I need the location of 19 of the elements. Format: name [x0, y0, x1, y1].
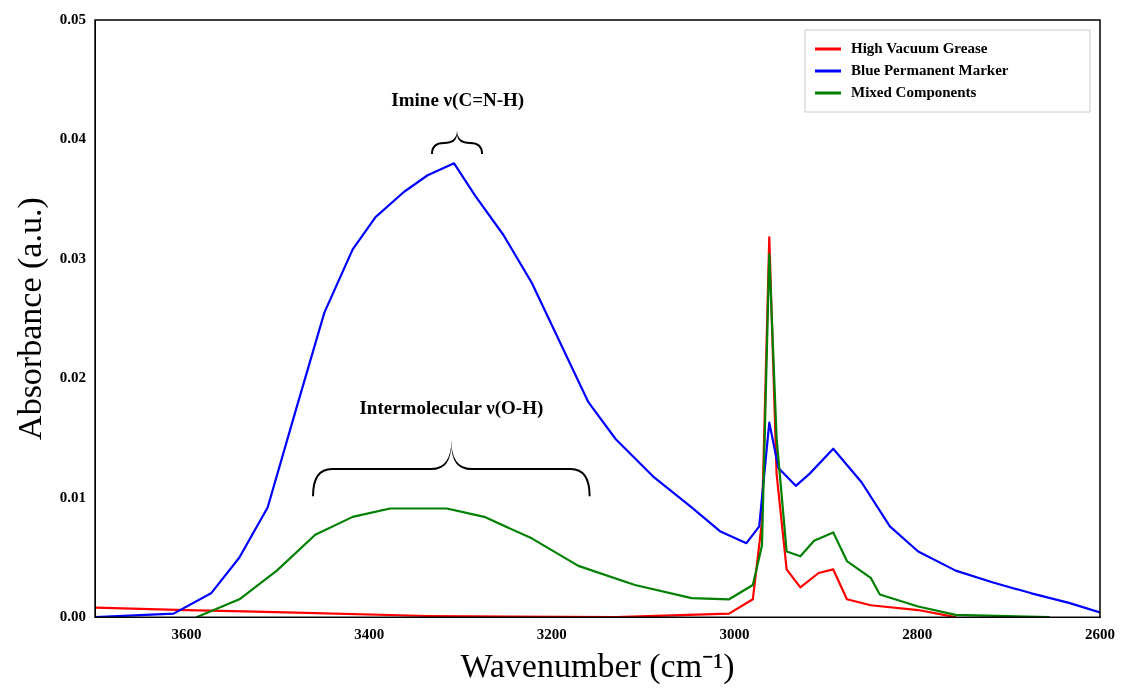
- annotation: Imine ν(C=N-H): [391, 89, 525, 112]
- y-axis-title: Absorbance (a.u.): [11, 197, 50, 440]
- x-tick-label: 3200: [536, 626, 567, 643]
- x-tick-label: 3000: [719, 626, 750, 643]
- legend-label: Blue Permanent Marker: [851, 61, 1009, 78]
- x-tick-label: 3600: [171, 626, 202, 643]
- annotation: Intermolecular ν(O-H): [359, 397, 544, 420]
- x-axis-title: Wavenumber (cm⁻¹): [460, 646, 735, 685]
- legend-label: Mixed Components: [851, 83, 977, 100]
- y-tick-label: 0.02: [59, 369, 87, 386]
- x-tick-label: 3400: [354, 626, 385, 643]
- y-tick-label: 0.04: [59, 130, 87, 147]
- x-tick-label: 2600: [1085, 626, 1115, 643]
- x-tick-label: 2800: [902, 626, 933, 643]
- legend-label: High Vacuum Grease: [851, 39, 988, 56]
- y-tick-label: 0.05: [59, 10, 87, 27]
- y-tick-label: 0.00: [59, 608, 87, 625]
- y-tick-label: 0.01: [59, 488, 87, 505]
- y-tick-label: 0.03: [59, 249, 87, 266]
